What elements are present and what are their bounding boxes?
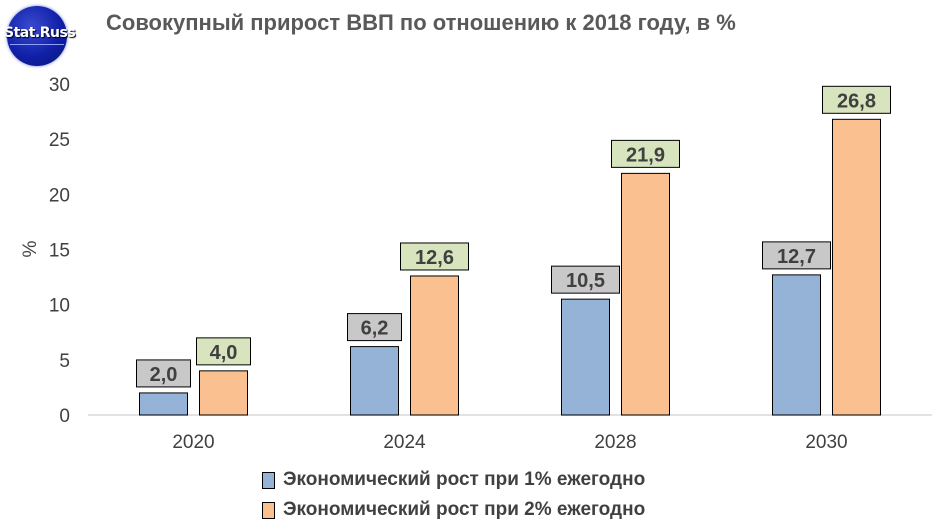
x-tick-label: 2028 [594, 432, 636, 453]
bar-series1 [561, 298, 610, 416]
data-label: 12,7 [777, 246, 816, 268]
data-label: 10,5 [566, 270, 605, 292]
data-label: 21,9 [626, 144, 665, 166]
x-tick-label: 2020 [172, 432, 214, 453]
legend-label-series2: Экономический рост при 2% ежегодно [283, 499, 646, 520]
logo-globe-icon [7, 6, 67, 66]
x-tick-label: 2024 [383, 432, 426, 453]
logo: Stat.Russ [4, 3, 76, 69]
logo-text: Stat.Russ [4, 25, 76, 41]
data-label: 12,6 [415, 247, 454, 269]
y-tick-label: 30 [49, 75, 70, 96]
data-label-box [400, 242, 469, 271]
data-label: 4,0 [210, 342, 238, 364]
bar-series1 [772, 274, 821, 416]
data-label-box [822, 85, 891, 114]
data-label-box [611, 139, 680, 168]
y-tick-label: 5 [59, 351, 70, 372]
bar-series2 [621, 172, 670, 416]
y-tick-label: 10 [49, 296, 70, 317]
y-tick-label: 25 [49, 130, 70, 151]
data-label: 2,0 [150, 364, 178, 386]
data-label-box [136, 359, 191, 388]
y-axis-title: % [20, 240, 41, 257]
legend-swatch-series2 [262, 501, 275, 519]
legend-label-series1: Экономический рост при 1% ежегодно [283, 469, 646, 490]
legend-item-series2: Экономический рост при 2% ежегодно [262, 495, 645, 525]
data-label-box [196, 337, 251, 366]
y-tick-label: 0 [59, 406, 70, 427]
chart-title: Совокупный прирост ВВП по отношению к 20… [106, 10, 736, 35]
data-label-box [347, 313, 402, 342]
legend-item-series1: Экономический рост при 1% ежегодно [262, 465, 645, 495]
bar-series2 [199, 370, 248, 416]
bar-series2 [410, 275, 459, 416]
bar-series1 [139, 392, 188, 416]
legend-swatch-series1 [262, 471, 275, 489]
y-tick-label: 20 [49, 185, 70, 206]
data-label: 6,2 [361, 318, 389, 340]
data-label: 26,8 [837, 90, 876, 112]
y-tick-label: 15 [49, 241, 70, 262]
bar-series2 [832, 118, 881, 416]
bar-series1 [350, 346, 399, 416]
x-tick-label: 2030 [805, 432, 847, 453]
data-label-box [762, 241, 831, 270]
logo-underline [10, 44, 64, 48]
data-label-box [551, 265, 620, 294]
legend: Экономический рост при 1% ежегодно Эконо… [262, 465, 645, 525]
